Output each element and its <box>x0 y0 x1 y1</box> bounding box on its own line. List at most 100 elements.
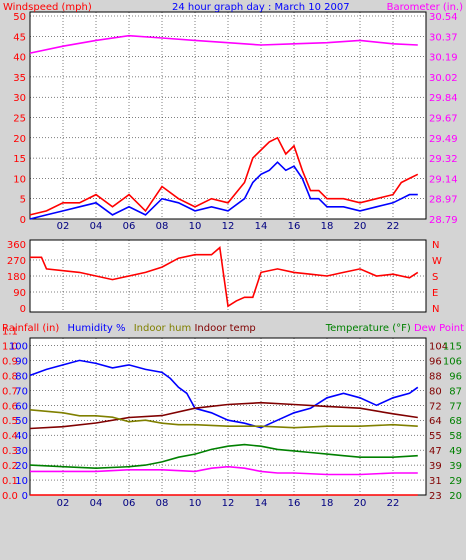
temp-tick-label: 20 <box>449 491 462 502</box>
x-tick-label: 04 <box>90 498 103 509</box>
x-tick-label: 16 <box>288 221 301 232</box>
temp-tick-label: 68 <box>449 416 462 427</box>
legend-dew-point: Dew Point <box>414 323 464 334</box>
baro-tick-label: 29.84 <box>429 93 458 104</box>
indoor-temp-tick-label: 96 <box>429 356 442 367</box>
temp-tick-label: 49 <box>449 446 462 457</box>
rain-tick-label: 0.2 <box>2 461 18 472</box>
x-tick-label: 06 <box>123 498 136 509</box>
humidity-tick-label: 70 <box>15 386 28 397</box>
grid-layer <box>30 12 426 495</box>
rain-tick-label: 0.7 <box>2 386 18 397</box>
humidity-tick-label: 30 <box>15 446 28 457</box>
x-tick-label: 02 <box>57 221 70 232</box>
wind-tick-label: 40 <box>13 53 26 64</box>
x-tick-label: 12 <box>222 498 235 509</box>
x-tick-label: 04 <box>90 221 103 232</box>
compass-tick-label: W <box>432 256 442 267</box>
direction-tick-label: 90 <box>13 288 26 299</box>
indoor-temp-tick-label: 88 <box>429 371 442 382</box>
wind-direction-line <box>30 246 419 308</box>
baro-tick-label: 29.49 <box>429 134 458 145</box>
legend-temperature: Temperature (°F) <box>325 323 411 334</box>
direction-tick-label: 360 <box>7 240 26 251</box>
x-tick-label: 18 <box>321 221 334 232</box>
humidity-tick-label: 60 <box>15 401 28 412</box>
humidity-tick-label: 100 <box>9 341 28 352</box>
indoor-temp-line <box>29 401 418 430</box>
baro-tick-label: 29.32 <box>429 154 458 165</box>
windspeed-line <box>29 161 418 220</box>
indoor-temp-tick-label: 72 <box>429 401 442 412</box>
temp-tick-label: 87 <box>449 386 462 397</box>
indoor-hum-line <box>29 409 418 429</box>
x-tick-label: 16 <box>288 498 301 509</box>
humidity-tick-label: 50 <box>15 416 28 427</box>
wind-tick-label: 45 <box>13 32 26 43</box>
x-tick-label: 22 <box>387 221 400 232</box>
series-layer <box>29 34 419 496</box>
temperature-line <box>29 443 418 470</box>
wind-tick-label: 35 <box>13 73 26 84</box>
baro-tick-label: 30.54 <box>429 12 458 23</box>
rain-tick-label: 0.9 <box>2 356 18 367</box>
rain-tick-label: 0.4 <box>2 431 18 442</box>
temp-tick-label: 106 <box>443 356 462 367</box>
baro-tick-label: 30.19 <box>429 53 458 64</box>
humidity-tick-label: 10 <box>15 476 28 487</box>
wind-tick-label: 20 <box>13 134 26 145</box>
baro-tick-label: 28.79 <box>429 215 458 226</box>
rain-tick-label: 1.1 <box>2 327 18 338</box>
compass-tick-label: N <box>432 240 439 251</box>
x-tick-label: 14 <box>255 221 268 232</box>
legend-indoor-hum: Indoor hum <box>134 323 192 334</box>
x-tick-label: 02 <box>57 498 70 509</box>
wind-tick-label: 10 <box>13 174 26 185</box>
wind-tick-label: 50 <box>13 12 26 23</box>
indoor-temp-tick-label: 64 <box>429 416 442 427</box>
temp-tick-label: 115 <box>443 341 462 352</box>
indoor-temp-tick-label: 104 <box>429 341 448 352</box>
windspeed-label: Windspeed (mph) <box>3 2 92 13</box>
baro-tick-label: 29.67 <box>429 114 458 125</box>
dew-point-line <box>30 465 418 476</box>
temp-tick-label: 77 <box>449 401 462 412</box>
wind-tick-label: 25 <box>13 114 26 125</box>
humidity-tick-label: 80 <box>15 371 28 382</box>
tick-layer: 0 5 10 15 20 25 30 35 40 45 50 28.79 28.97 29.14 29.32… <box>2 12 462 509</box>
compass-tick-label: S <box>432 272 438 283</box>
rain-tick-label: 0.1 <box>2 476 18 487</box>
rain-tick-label: 0.3 <box>2 446 18 457</box>
rain-tick-label: 0.8 <box>2 371 18 382</box>
direction-tick-label: 0 <box>20 304 26 315</box>
legend-right: Temperature (°F) Dew Point <box>325 323 464 334</box>
humidity-tick-label: 20 <box>15 461 28 472</box>
wind-tick-label: 15 <box>13 154 26 165</box>
legend-indoor-temp: Indoor temp <box>194 323 255 334</box>
temp-tick-label: 29 <box>449 476 462 487</box>
compass-tick-label: N <box>432 304 439 315</box>
humidity-line <box>29 359 419 429</box>
legend-humidity: Humidity % <box>67 323 125 334</box>
indoor-temp-tick-label: 55 <box>429 431 442 442</box>
wind-plot-area <box>29 11 427 220</box>
baro-tick-label: 29.14 <box>429 174 458 185</box>
x-tick-label: 08 <box>156 498 169 509</box>
barometer-line <box>29 34 418 54</box>
legend-left: Rainfall (in) Humidity % Indoor hum Indo… <box>2 323 256 334</box>
x-tick-label: 20 <box>354 498 367 509</box>
humidity-tick-label: 90 <box>15 356 28 367</box>
windgust-line <box>29 136 419 216</box>
humidity-tick-label: 0 <box>22 491 28 502</box>
indoor-temp-tick-label: 23 <box>429 491 442 502</box>
x-tick-label: 06 <box>123 221 136 232</box>
baro-tick-label: 28.97 <box>429 195 458 206</box>
baro-tick-label: 30.37 <box>429 32 458 43</box>
indoor-temp-tick-label: 47 <box>429 446 442 457</box>
graph-title: 24 hour graph day : March 10 2007 <box>172 2 350 13</box>
x-tick-label: 10 <box>189 498 202 509</box>
indoor-temp-tick-label: 39 <box>429 461 442 472</box>
compass-tick-label: E <box>432 288 438 299</box>
wind-tick-label: 0 <box>20 215 26 226</box>
